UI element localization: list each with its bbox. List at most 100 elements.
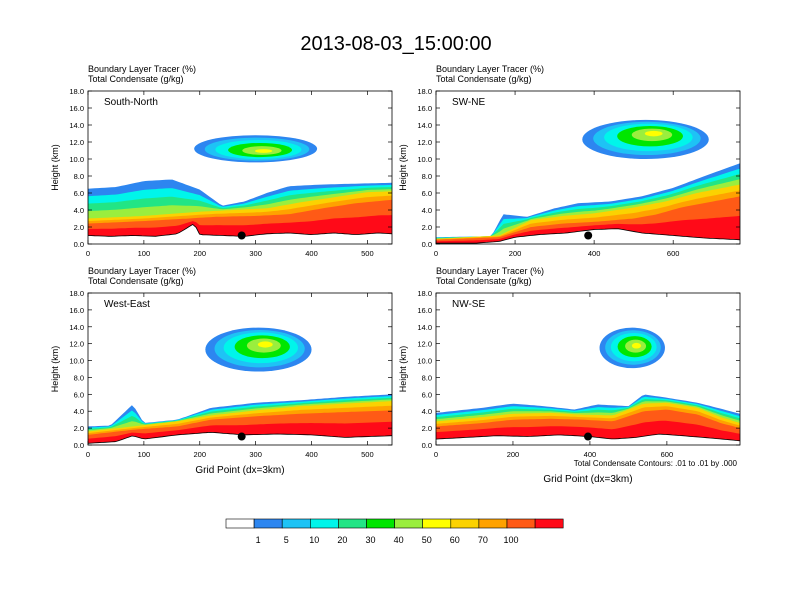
colorbar-swatch — [338, 518, 367, 529]
bl-layer-red — [436, 215, 740, 244]
plot-area-south-north — [88, 135, 392, 244]
plot-area-sw-ne — [436, 119, 740, 244]
y-tick-label: 8.0 — [74, 373, 84, 382]
terrain-line — [436, 228, 740, 244]
y-tick-label: 6.0 — [422, 189, 432, 198]
cloud-layer-5 — [631, 342, 642, 349]
x-tick-label: 0 — [434, 450, 438, 459]
y-tick-label: 12.0 — [417, 340, 432, 349]
colorbar-swatch — [422, 518, 452, 529]
x-tick-label: 400 — [305, 249, 318, 258]
y-tick-label: 12.0 — [69, 138, 84, 147]
colorbar-label: 1 — [256, 535, 261, 545]
y-tick-label: 14.0 — [69, 323, 84, 332]
y-axis-label: Height (km) — [398, 346, 408, 393]
panel-west-east: West-East Boundary Layer Tracer (%)Total … — [50, 266, 393, 476]
y-tick-label: 4.0 — [422, 407, 432, 416]
y-tick-label: 14.0 — [417, 121, 432, 130]
y-tick-label: 4.0 — [422, 206, 432, 215]
x-tick-label: 0 — [86, 249, 90, 258]
colorbar-swatch — [506, 518, 536, 529]
x-tick-label: 200 — [507, 450, 520, 459]
y-tick-label: 4.0 — [74, 407, 84, 416]
y-axis-label: Height (km) — [50, 346, 60, 393]
y-tick-label: 10.0 — [417, 357, 432, 366]
plot-area-nw-se — [436, 327, 740, 445]
panel-frame — [87, 90, 393, 245]
colorbar-swatch — [450, 518, 480, 529]
cloud-layer-5 — [257, 341, 273, 348]
colorbar-label: 100 — [503, 535, 518, 545]
y-tick-label: 10.0 — [69, 357, 84, 366]
x-tick-label: 100 — [138, 249, 151, 258]
x-tick-label: 500 — [361, 450, 374, 459]
x-tick-label: 600 — [661, 450, 674, 459]
panel-label-tracer: Boundary Layer Tracer (%) — [436, 64, 544, 74]
y-tick-label: 12.0 — [69, 340, 84, 349]
y-tick-label: 8.0 — [422, 172, 432, 181]
panel-label-condensate: Total Condensate (g/kg) — [436, 276, 532, 286]
x-tick-label: 0 — [434, 249, 438, 258]
y-tick-label: 16.0 — [417, 104, 432, 113]
colorbar-swatch — [478, 518, 508, 529]
panel-frame — [435, 90, 741, 245]
panel-name: SW-NE — [452, 97, 485, 108]
panel-frame — [435, 292, 741, 446]
panel-label-tracer: Boundary Layer Tracer (%) — [88, 266, 196, 276]
colorbar-label: 30 — [365, 535, 375, 545]
y-tick-label: 0.0 — [422, 441, 432, 450]
colorbar-swatch — [281, 518, 311, 529]
y-tick-label: 2.0 — [422, 223, 432, 232]
colorbar-label: 40 — [394, 535, 404, 545]
colorbar-swatch — [366, 518, 395, 529]
y-tick-label: 0.0 — [422, 240, 432, 249]
y-tick-label: 0.0 — [74, 240, 84, 249]
y-tick-label: 2.0 — [74, 424, 84, 433]
cloud-layer-5 — [644, 130, 663, 137]
y-tick-label: 2.0 — [74, 223, 84, 232]
x-tick-label: 400 — [588, 249, 601, 258]
station-marker — [237, 231, 246, 240]
colorbar-label: 10 — [309, 535, 319, 545]
bl-layer-red — [88, 215, 392, 237]
y-tick-label: 6.0 — [74, 390, 84, 399]
y-tick-label: 18.0 — [417, 87, 432, 96]
x-axis-label: Grid Point (dx=3km) — [195, 465, 284, 476]
y-tick-label: 4.0 — [74, 206, 84, 215]
x-tick-label: 200 — [194, 450, 207, 459]
colorbar-swatch — [309, 518, 339, 529]
panel-label-condensate: Total Condensate (g/kg) — [436, 74, 532, 84]
colorbar-label: 70 — [478, 535, 488, 545]
x-tick-label: 400 — [305, 450, 318, 459]
y-tick-label: 18.0 — [417, 289, 432, 298]
y-tick-label: 12.0 — [417, 138, 432, 147]
panel-sw-ne: SW-NE Boundary Layer Tracer (%)Total Cond… — [398, 64, 741, 258]
y-tick-label: 6.0 — [74, 189, 84, 198]
y-tick-label: 2.0 — [422, 424, 432, 433]
panel-name: West-East — [104, 299, 150, 310]
panel-label-condensate: Total Condensate (g/kg) — [88, 276, 184, 286]
panel-name: NW-SE — [452, 299, 485, 310]
y-tick-label: 8.0 — [74, 172, 84, 181]
colorbar-label: 60 — [450, 535, 460, 545]
colorbar-swatch — [394, 518, 424, 529]
panel-label-tracer: Boundary Layer Tracer (%) — [88, 64, 196, 74]
colorbar-swatch — [253, 518, 283, 529]
y-tick-label: 10.0 — [69, 155, 84, 164]
x-tick-label: 0 — [86, 450, 90, 459]
y-tick-label: 8.0 — [422, 373, 432, 382]
colorbar-label: 20 — [337, 535, 347, 545]
y-tick-label: 10.0 — [417, 155, 432, 164]
y-tick-label: 0.0 — [74, 441, 84, 450]
colorbar-label: 5 — [284, 535, 289, 545]
cloud-layer-5 — [254, 149, 273, 153]
y-tick-label: 18.0 — [69, 289, 84, 298]
station-marker — [584, 432, 592, 441]
x-tick-label: 400 — [584, 450, 597, 459]
panel-frame — [87, 292, 393, 446]
panel-label-condensate: Total Condensate (g/kg) — [88, 74, 184, 84]
x-tick-label: 200 — [194, 249, 207, 258]
y-tick-label: 16.0 — [69, 104, 84, 113]
